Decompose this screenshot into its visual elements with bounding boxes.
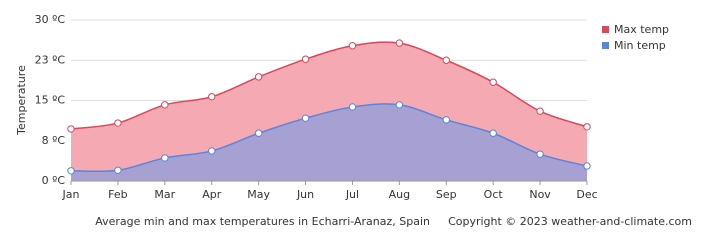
- x-tick-label: Jun: [296, 188, 314, 201]
- copyright: Copyright © 2023 weather-and-climate.com: [448, 215, 692, 228]
- legend-label: Max temp: [614, 23, 669, 36]
- x-tick-label: Oct: [484, 188, 504, 201]
- point: [301, 114, 310, 122]
- legend-swatch: [602, 26, 609, 33]
- point: [583, 123, 591, 131]
- point: [442, 116, 450, 124]
- point: [161, 154, 169, 162]
- legend-swatch: [602, 42, 609, 49]
- x-tick-label: Jul: [345, 188, 359, 201]
- line: [70, 41, 588, 130]
- point: [254, 73, 263, 81]
- x-tick-label: Feb: [108, 188, 127, 201]
- y-tick-label: 30 ºC: [35, 13, 66, 26]
- point: [208, 93, 216, 101]
- line: [70, 103, 588, 173]
- point: [442, 56, 450, 64]
- point: [536, 150, 544, 158]
- y-tick-label: 15 ºC: [35, 94, 66, 107]
- x-tick-label: Sep: [436, 188, 457, 201]
- point: [536, 107, 544, 115]
- point: [489, 78, 497, 86]
- point: [583, 162, 591, 170]
- y-tick-label: 23 ºC: [35, 53, 66, 66]
- point: [348, 42, 357, 50]
- point: [67, 125, 75, 133]
- point: [395, 39, 404, 47]
- point: [301, 55, 310, 63]
- point: [67, 167, 75, 175]
- legend-label: Min temp: [614, 39, 666, 52]
- y-tick-label: 0 ºC: [42, 174, 66, 187]
- chart: Temperature Average min and max temperat…: [15, 13, 692, 228]
- point: [114, 166, 122, 174]
- point: [489, 129, 497, 137]
- point: [114, 119, 122, 127]
- x-tick-label: Jan: [62, 188, 80, 201]
- y-tick-label: 8 ºC: [42, 134, 66, 147]
- x-tick-label: May: [247, 188, 270, 201]
- y-axis-label: Temperature: [15, 65, 28, 136]
- point: [348, 103, 357, 111]
- point: [208, 147, 216, 155]
- x-tick-label: Aug: [389, 188, 410, 201]
- point: [395, 101, 404, 109]
- point: [254, 129, 263, 137]
- point: [161, 101, 169, 109]
- x-tick-label: Apr: [202, 188, 222, 201]
- x-tick-label: Mar: [154, 188, 175, 201]
- caption: Average min and max temperatures in Echa…: [95, 215, 430, 228]
- x-tick-label: Nov: [529, 188, 551, 201]
- x-tick-label: Dec: [576, 188, 597, 201]
